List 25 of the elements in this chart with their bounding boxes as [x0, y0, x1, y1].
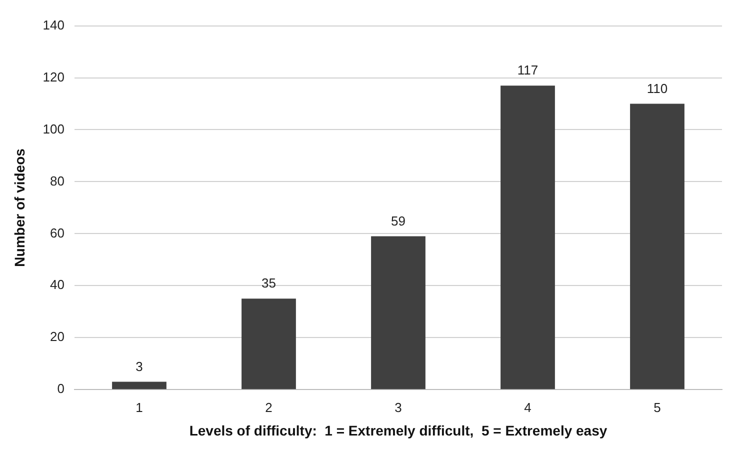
y-tick-label: 100 — [42, 121, 64, 136]
bar — [112, 382, 166, 390]
bar — [500, 86, 555, 390]
x-tick-label: 2 — [265, 400, 272, 415]
bar — [371, 236, 426, 390]
data-label: 117 — [517, 62, 538, 78]
data-label: 59 — [391, 213, 406, 228]
x-tick-label: 3 — [394, 400, 402, 415]
bar — [242, 298, 296, 390]
y-tick-label: 40 — [50, 277, 64, 292]
y-tick-label: 0 — [57, 381, 64, 396]
x-tick-label: 1 — [136, 400, 143, 415]
data-label: 3 — [136, 358, 143, 374]
y-tick-label: 80 — [50, 173, 64, 188]
bar — [630, 104, 684, 390]
y-tick-label: 120 — [42, 69, 64, 84]
y-tick-label: 60 — [50, 225, 64, 240]
data-label: 35 — [262, 276, 276, 291]
y-tick-label: 140 — [42, 17, 64, 32]
x-axis-title: Levels of difficulty: 1 = Extremely difficult, 5 = Extremely easy — [189, 422, 608, 438]
x-tick-label: 4 — [524, 400, 532, 415]
data-label: 110 — [646, 80, 668, 96]
y-tick-label: 20 — [50, 329, 64, 344]
y-axis-title: Number of videos — [11, 148, 28, 267]
x-tick-label: 5 — [654, 400, 661, 415]
